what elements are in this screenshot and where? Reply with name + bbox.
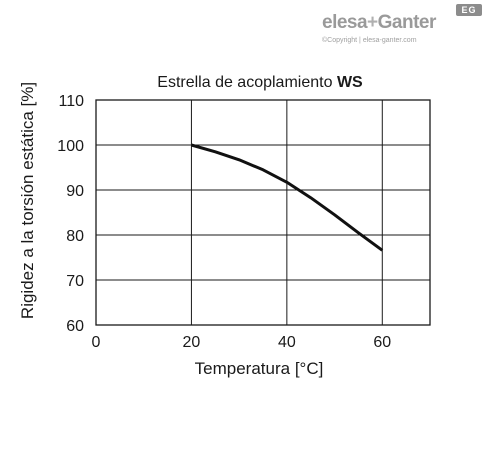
chart-title: Estrella de acoplamiento WS xyxy=(0,74,488,92)
x-tick-label: 40 xyxy=(278,334,296,351)
x-tick-label: 0 xyxy=(92,334,101,351)
y-tick-label: 100 xyxy=(57,138,84,155)
y-tick-label: 70 xyxy=(66,273,84,290)
brand-logo-second: Ganter xyxy=(377,12,437,33)
brand-logo-name: elesa xyxy=(322,12,368,33)
chart-title-text: Estrella de acoplamiento xyxy=(157,74,333,91)
plot-frame xyxy=(95,99,431,326)
brand-badge: EG xyxy=(456,4,482,16)
y-axis-label: Rigidez a la torsión estática [%] xyxy=(18,82,37,319)
brand-logo: elesa+Ganter xyxy=(322,12,436,34)
y-tick-label: 80 xyxy=(66,228,84,245)
brand-logo-plus: + xyxy=(367,12,378,33)
x-axis-label: Temperatura [°C] xyxy=(195,359,324,378)
copyright-text: ©Copyright | elesa-ganter.com xyxy=(322,37,417,44)
x-tick-label: 20 xyxy=(183,334,201,351)
y-tick-label: 90 xyxy=(66,183,84,200)
y-tick-label: 110 xyxy=(58,93,84,110)
series-line xyxy=(190,143,384,252)
x-tick-label: 60 xyxy=(373,334,391,351)
chart-title-bold: WS xyxy=(336,74,363,91)
y-tick-label: 60 xyxy=(66,318,84,335)
